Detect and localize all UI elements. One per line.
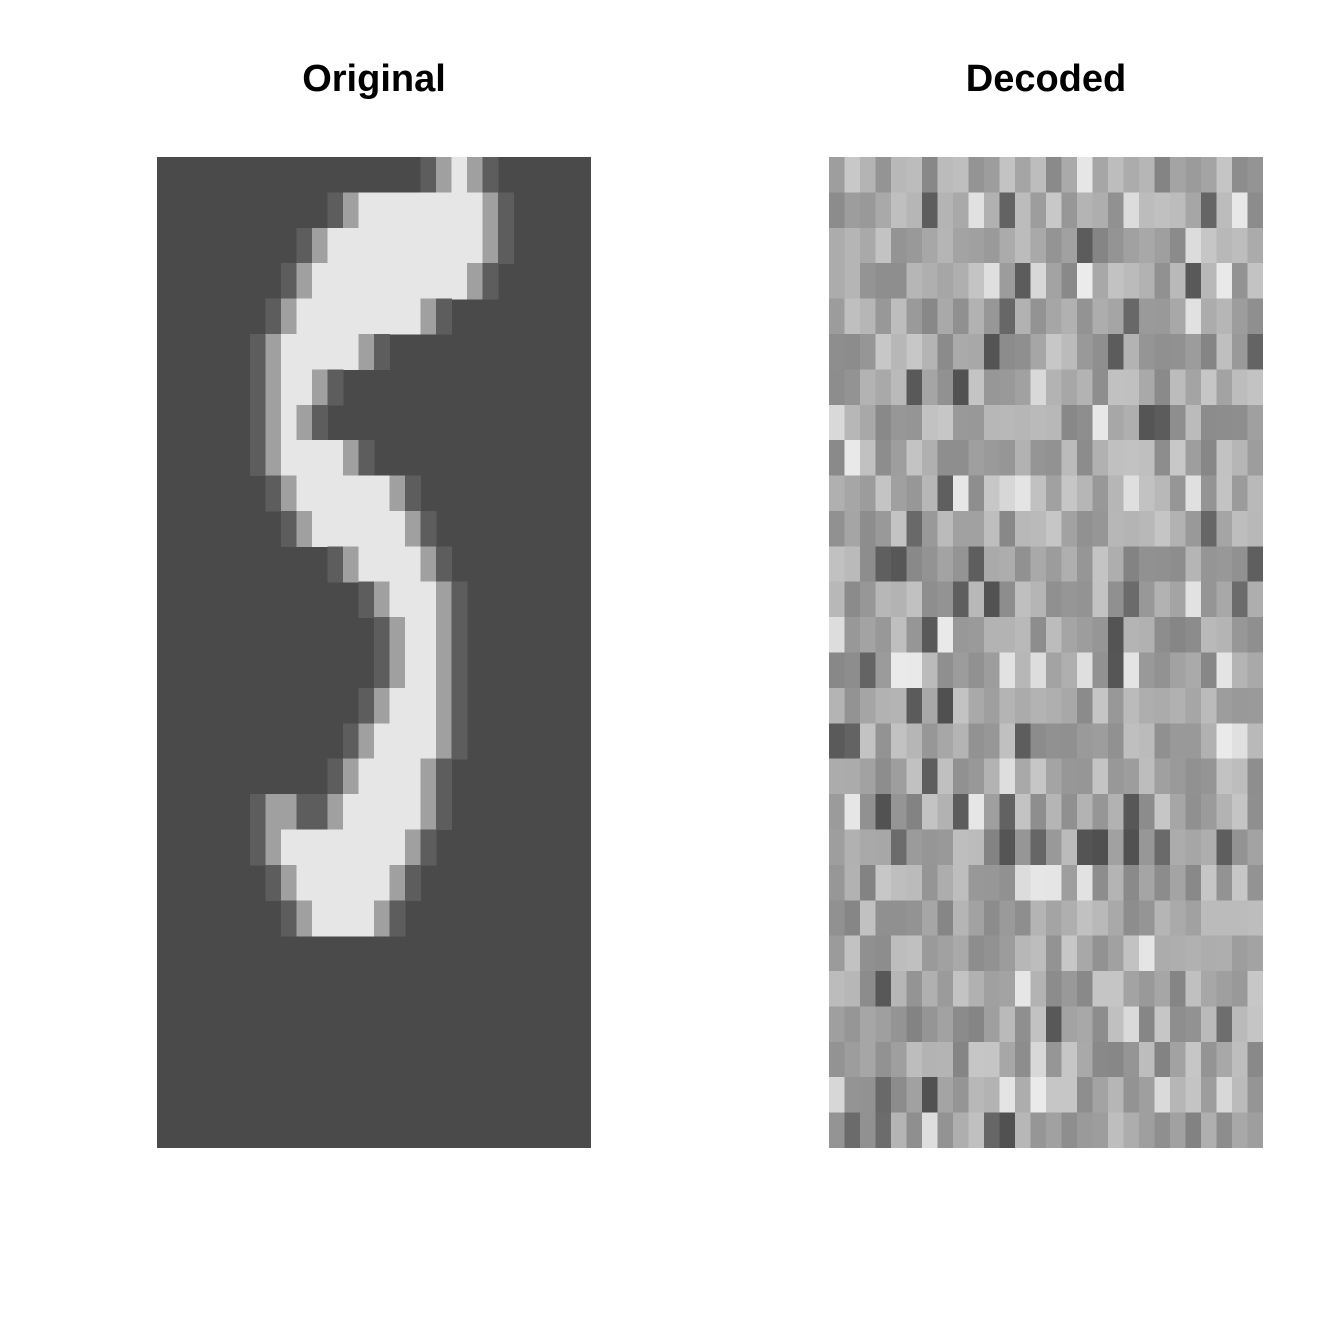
original-digit-image [157, 157, 591, 1148]
original-panel-title: Original [302, 58, 446, 100]
decoded-panel-title: Decoded [965, 58, 1127, 100]
original-image-panel [157, 157, 591, 1148]
decoded-noise-image [829, 157, 1263, 1148]
decoded-image-panel [829, 157, 1263, 1148]
